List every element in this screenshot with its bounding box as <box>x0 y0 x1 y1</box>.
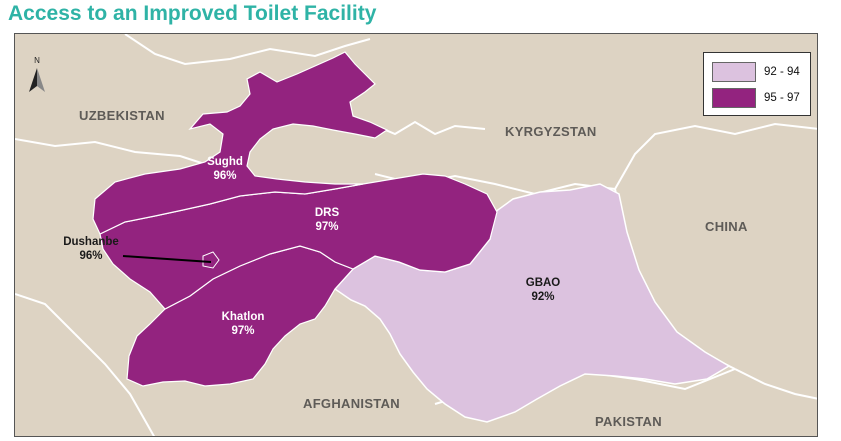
boundary-kazakhstan <box>124 34 371 66</box>
north-arrow-icon: N <box>29 56 45 92</box>
region-dushanbe[interactable] <box>202 251 220 269</box>
legend-label-low: 92 - 94 <box>764 66 800 78</box>
label-khatlon-name: Khatlon <box>222 311 265 323</box>
label-kyrgyzstan: KYRGYZSTAN <box>505 124 597 139</box>
label-gbao-value: 92% <box>531 291 554 303</box>
label-sughd-value: 96% <box>213 170 236 182</box>
legend-swatch-low <box>712 62 756 82</box>
label-dushanbe-name: Dushanbe <box>63 236 119 248</box>
boundary-china-north <box>614 122 817 190</box>
label-drs-name: DRS <box>315 207 340 219</box>
dushanbe-leader-line <box>122 255 212 263</box>
label-drs-value: 97% <box>315 221 338 233</box>
label-pakistan: PAKISTAN <box>595 414 662 429</box>
boundary-kyrgyz-inner <box>359 118 486 136</box>
label-sughd-name: Sughd <box>207 156 243 168</box>
boundary-turkmen <box>15 293 76 335</box>
label-dushanbe-value: 96% <box>79 250 102 262</box>
boundary-afghan-west <box>74 333 156 436</box>
boundary-china-south <box>734 368 817 400</box>
boundary-uzb-west <box>15 138 221 170</box>
map-legend: 92 - 94 95 - 97 <box>703 52 811 116</box>
label-afghanistan: AFGHANISTAN <box>303 396 400 411</box>
label-gbao-name: GBAO <box>526 277 561 289</box>
map-title: Access to an Improved Toilet Facility <box>8 2 377 25</box>
label-khatlon-value: 97% <box>231 325 254 337</box>
legend-item-high: 95 - 97 <box>712 88 800 108</box>
label-china: CHINA <box>705 219 748 234</box>
legend-swatch-high <box>712 88 756 108</box>
map-canvas: UZBEKISTAN KYRGYZSTAN CHINA AFGHANISTAN … <box>15 34 817 436</box>
legend-label-high: 95 - 97 <box>764 92 800 104</box>
region-sughd[interactable] <box>92 51 389 235</box>
label-uzbekistan: UZBEKISTAN <box>79 108 165 123</box>
north-arrow: N <box>25 54 49 102</box>
map-frame: UZBEKISTAN KYRGYZSTAN CHINA AFGHANISTAN … <box>14 33 818 437</box>
legend-item-low: 92 - 94 <box>712 62 800 82</box>
north-label: N <box>34 56 40 65</box>
